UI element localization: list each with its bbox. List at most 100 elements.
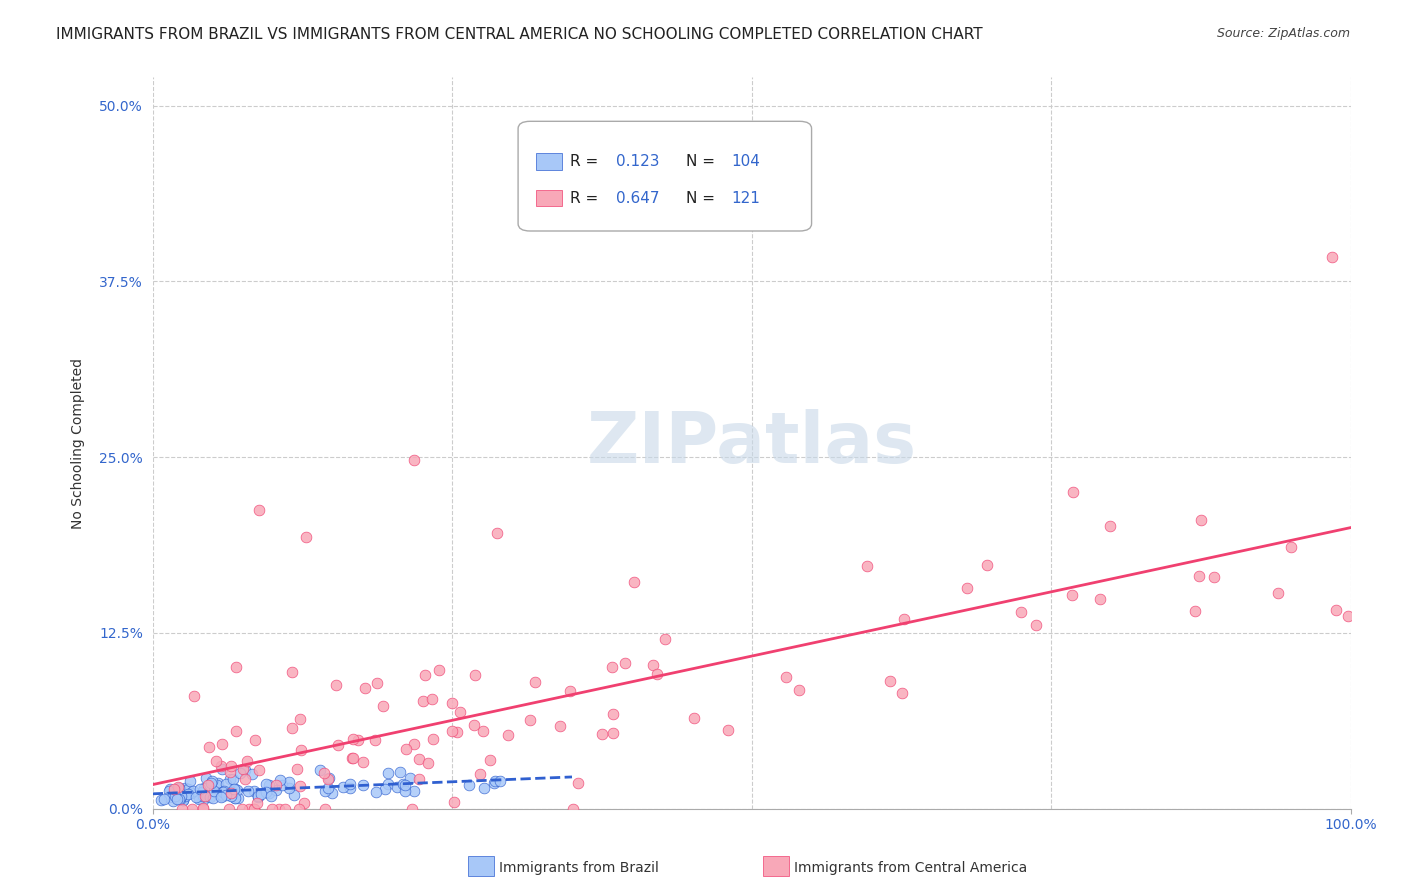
Point <box>654 632 676 646</box>
Point <box>246 796 269 810</box>
Point <box>191 801 214 815</box>
Point <box>219 765 242 780</box>
Point <box>1025 618 1047 632</box>
Point <box>232 762 254 776</box>
Point <box>163 782 186 797</box>
Point <box>281 665 304 680</box>
FancyBboxPatch shape <box>536 190 562 206</box>
Point <box>191 786 214 800</box>
Point <box>647 667 669 681</box>
Point <box>1088 592 1111 607</box>
Point <box>271 778 294 792</box>
Point <box>312 766 335 780</box>
Point <box>614 657 637 671</box>
Point <box>1010 605 1032 619</box>
Point <box>281 721 304 735</box>
Point <box>482 776 505 790</box>
Point <box>1184 604 1206 618</box>
Point <box>177 787 200 801</box>
Point <box>235 754 257 768</box>
Point <box>174 789 197 803</box>
Point <box>260 802 283 816</box>
Point <box>353 681 375 695</box>
Point <box>567 775 589 789</box>
Point <box>1267 586 1289 600</box>
Point <box>879 674 901 689</box>
Point <box>366 676 388 690</box>
Point <box>558 684 581 698</box>
Point <box>440 724 463 739</box>
Point <box>183 690 205 704</box>
Point <box>399 771 422 785</box>
Text: Immigrants from Central America: Immigrants from Central America <box>794 861 1028 875</box>
Point <box>159 781 181 796</box>
Point <box>339 780 361 795</box>
Point <box>179 774 201 789</box>
Point <box>401 802 423 816</box>
Text: 121: 121 <box>731 191 761 205</box>
Point <box>246 789 269 803</box>
Point <box>247 789 270 804</box>
Point <box>242 802 264 816</box>
Point <box>238 802 260 816</box>
Text: 0.123: 0.123 <box>616 154 659 169</box>
Point <box>478 753 501 767</box>
Point <box>233 764 256 778</box>
Point <box>224 790 246 805</box>
Point <box>193 789 215 804</box>
Point <box>623 575 645 590</box>
Point <box>1202 570 1225 584</box>
Point <box>222 772 245 787</box>
Point <box>269 802 291 816</box>
Point <box>402 783 425 797</box>
Point <box>219 772 242 787</box>
Point <box>643 658 665 673</box>
Text: N =: N = <box>686 154 720 169</box>
Point <box>180 786 202 800</box>
Point <box>225 783 247 797</box>
Point <box>204 754 226 768</box>
Point <box>1062 485 1084 500</box>
Point <box>243 802 266 816</box>
Point <box>489 774 512 789</box>
Point <box>856 558 879 573</box>
Point <box>167 780 190 795</box>
Point <box>441 697 464 711</box>
Point <box>264 782 287 797</box>
Point <box>408 772 430 786</box>
Point <box>211 789 233 803</box>
Point <box>200 775 222 789</box>
Point <box>162 794 184 808</box>
Point <box>295 530 318 544</box>
Point <box>202 784 225 798</box>
Point <box>219 759 242 773</box>
Point <box>408 752 430 766</box>
Point <box>212 784 235 798</box>
Point <box>254 777 277 791</box>
Point <box>787 683 810 698</box>
Point <box>200 790 222 805</box>
Point <box>247 763 270 777</box>
Point <box>472 781 495 796</box>
Point <box>264 778 287 792</box>
Point <box>342 751 364 765</box>
Point <box>394 783 416 797</box>
Point <box>561 802 583 816</box>
Point <box>242 767 264 781</box>
Point <box>233 772 256 786</box>
Point <box>292 797 315 811</box>
Point <box>321 786 343 800</box>
Point <box>274 802 297 816</box>
Point <box>190 792 212 806</box>
Point <box>166 792 188 806</box>
Point <box>257 786 280 800</box>
Point <box>219 789 242 804</box>
Point <box>318 772 340 786</box>
Text: Immigrants from Brazil: Immigrants from Brazil <box>499 861 659 875</box>
Point <box>260 789 283 804</box>
Point <box>184 790 207 805</box>
Point <box>347 733 370 747</box>
Point <box>242 784 264 798</box>
Point <box>211 785 233 799</box>
Point <box>602 726 624 740</box>
